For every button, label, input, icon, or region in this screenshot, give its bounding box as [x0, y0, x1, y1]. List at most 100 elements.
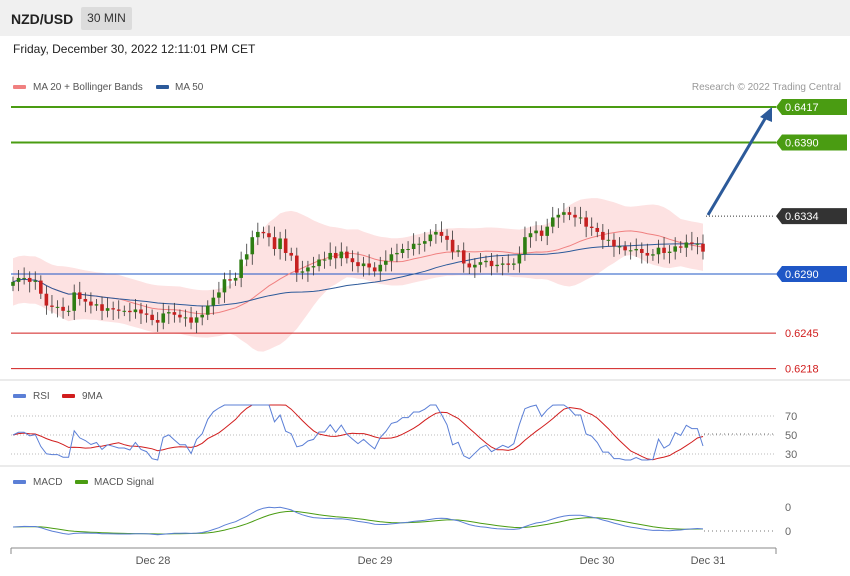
candle-body	[189, 317, 193, 323]
candle-body	[528, 233, 533, 238]
candle-body	[400, 249, 405, 253]
candle-body	[473, 264, 477, 268]
candle-body	[617, 246, 622, 248]
rsi-ma-legend-swatch	[62, 394, 75, 398]
main-panel-bg	[0, 66, 850, 379]
projection-arrow-head	[760, 107, 772, 122]
candle-body	[651, 254, 655, 256]
level-tag	[776, 208, 847, 225]
candle-body	[439, 231, 444, 236]
candle-body	[194, 317, 199, 323]
candle-body	[372, 267, 377, 272]
candle-body	[89, 301, 93, 306]
candle-body	[306, 267, 310, 272]
chart-datetime: Friday, December 30, 2022 12:11:01 PM CE…	[13, 42, 256, 56]
candle-body	[345, 251, 349, 259]
macd-legend-swatch	[13, 480, 26, 484]
candle-body	[333, 252, 338, 259]
candle-body	[211, 297, 216, 306]
candle-body	[294, 255, 299, 273]
rsi-legend-label: RSI	[33, 391, 50, 402]
candle-body	[161, 313, 166, 323]
candle-body	[339, 251, 344, 259]
candle-body	[11, 281, 15, 286]
candle-body	[639, 249, 644, 253]
candle-body	[523, 237, 527, 255]
candle-body	[578, 217, 583, 219]
candle-body	[545, 226, 549, 236]
level-tag-label: 0.6334	[785, 211, 819, 223]
copyright: Research © 2022 Trading Central	[692, 82, 841, 93]
candle-body	[94, 304, 99, 306]
candle-body	[233, 277, 238, 281]
candle-body	[222, 279, 227, 293]
candle-body	[612, 239, 616, 247]
symbol-title: NZD/USD	[11, 11, 74, 27]
ma20-legend-label: MA 20 + Bollinger Bands	[33, 82, 143, 93]
level-tag-label: 0.6290	[785, 269, 819, 281]
rsi-ma-legend-label: 9MA	[82, 391, 103, 402]
macd-tick-0b: 0	[785, 526, 791, 538]
signal-legend-swatch	[75, 480, 88, 484]
candle-body	[645, 252, 650, 256]
candle-body	[601, 231, 605, 240]
candle-body	[539, 230, 544, 236]
candle-body	[690, 242, 694, 244]
candle-body	[100, 304, 104, 311]
macd-line	[12, 506, 704, 536]
macd-legend-label: MACD	[33, 477, 62, 488]
level-label: 0.6218	[785, 364, 819, 376]
candle-body	[155, 320, 160, 323]
candle-body	[389, 254, 394, 261]
candle-body	[300, 271, 305, 273]
level-tag	[776, 99, 847, 115]
candle-body	[556, 214, 561, 218]
candle-body	[39, 280, 43, 294]
candle-body	[55, 306, 60, 308]
candle-body	[567, 212, 572, 215]
candle-body	[228, 279, 232, 281]
candle-body	[33, 280, 38, 282]
candle-body	[667, 251, 672, 253]
candle-body	[289, 252, 294, 256]
candle-body	[66, 310, 71, 312]
candle-body	[673, 246, 677, 252]
candle-body	[384, 260, 388, 265]
timeframe-button[interactable]: 30 MIN	[81, 7, 132, 30]
candle-body	[278, 238, 282, 250]
candle-body	[422, 241, 427, 244]
candle-body	[411, 243, 416, 250]
candle-body	[128, 310, 132, 313]
rsi-tick-70: 70	[785, 411, 797, 423]
candle-body	[684, 242, 689, 248]
rsi-ma-line	[12, 404, 704, 461]
candle-body	[534, 230, 538, 234]
candle-body	[172, 312, 177, 315]
candle-body	[361, 263, 366, 267]
candle-body	[150, 314, 154, 321]
candle-body	[573, 214, 577, 218]
candle-body	[44, 293, 49, 306]
candle-body	[72, 292, 77, 311]
candle-body	[250, 237, 255, 255]
macd-signal-line	[12, 510, 703, 535]
candle-body	[678, 246, 683, 248]
candle-body	[662, 247, 666, 253]
x-tick-label: Dec 29	[358, 555, 393, 567]
x-tick-label: Dec 30	[580, 555, 615, 567]
candle-body	[378, 264, 383, 272]
candle-body	[595, 227, 600, 232]
candlesticks	[11, 202, 705, 334]
candle-body	[445, 235, 449, 240]
candle-body	[350, 258, 355, 263]
rsi-panel-bg	[0, 381, 850, 465]
candle-body	[200, 314, 204, 318]
candle-body	[111, 308, 115, 310]
candle-body	[122, 310, 127, 312]
candle-body	[367, 263, 371, 268]
level-tag-label: 0.6390	[785, 138, 819, 150]
candle-body	[178, 314, 182, 318]
candle-body	[283, 238, 288, 253]
candle-body	[183, 317, 188, 319]
